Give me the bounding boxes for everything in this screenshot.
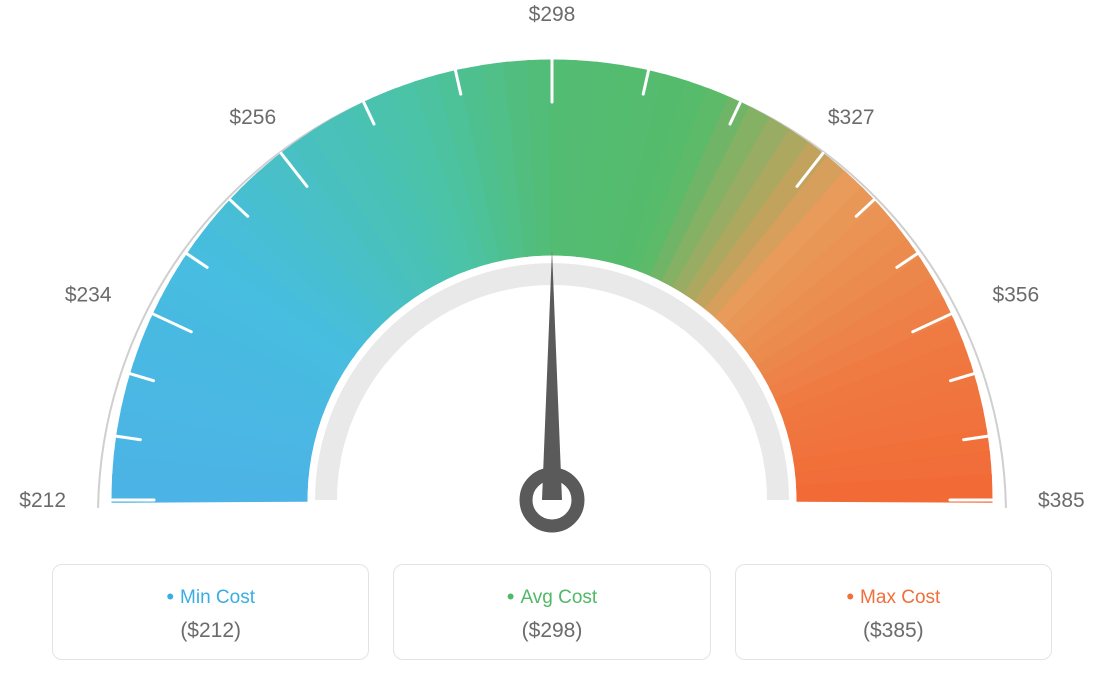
legend-avg-label: Avg Cost [394,583,709,609]
cost-gauge-widget: $212 $234 $256 $298 $327 $356 $385 Min Cost ($… [0,0,1104,690]
svg-text:$327: $327 [828,106,875,129]
legend-min-label: Min Cost [53,583,368,609]
svg-text:$298: $298 [529,3,576,26]
gauge-chart: $212 $234 $256 $298 $327 $356 $385 [0,0,1104,560]
legend-card-max: Max Cost ($385) [735,564,1052,660]
svg-text:$234: $234 [65,284,112,307]
legend-card-avg: Avg Cost ($298) [393,564,710,660]
svg-text:$385: $385 [1038,489,1085,512]
legend-max-value: ($385) [736,619,1051,643]
svg-text:$356: $356 [992,284,1039,307]
legend-max-label: Max Cost [736,583,1051,609]
svg-text:$212: $212 [19,489,66,512]
svg-text:$256: $256 [229,106,276,129]
legend-row: Min Cost ($212) Avg Cost ($298) Max Cost… [52,564,1052,660]
legend-min-value: ($212) [53,619,368,643]
legend-card-min: Min Cost ($212) [52,564,369,660]
legend-avg-value: ($298) [394,619,709,643]
